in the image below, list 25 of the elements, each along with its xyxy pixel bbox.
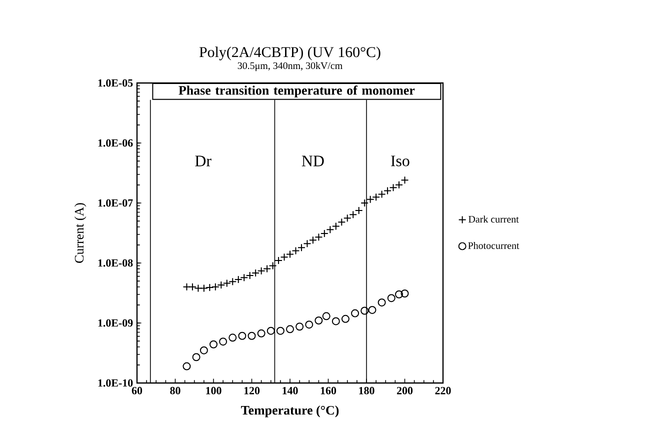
x-tick-label: 60 <box>132 386 142 394</box>
x-tick-label: 100 <box>206 386 222 394</box>
x-tick-label: 120 <box>244 386 260 394</box>
y-tick-label: 1.0E-10 <box>98 379 133 387</box>
y-tick-label: 1.0E-06 <box>98 139 133 147</box>
annotation: ND <box>302 156 324 166</box>
annotation: Phase transition temperature of monomer <box>178 85 415 98</box>
x-tick-label: 160 <box>320 386 336 394</box>
x-tick-label: 200 <box>396 386 413 394</box>
x-tick-label: 140 <box>282 386 298 394</box>
annotation: Iso <box>391 156 410 166</box>
y-tick-label: 1.0E-05 <box>98 79 133 87</box>
y-tick-label: 1.0E-07 <box>98 199 133 207</box>
chart-subtitle: 30.5μm, 340nm, 30kV/cm <box>238 62 342 72</box>
legend-label: Dark current <box>468 216 519 223</box>
y-tick-label: 1.0E-08 <box>98 259 133 267</box>
x-axis-title: Temperature (°C) <box>241 406 339 418</box>
annotation: Dr <box>195 156 212 166</box>
legend-label: Photocurrent <box>468 242 520 249</box>
x-tick-label: 80 <box>170 386 180 394</box>
chart-title: Poly(2A/4CBTP) (UV 160°C) <box>199 46 380 60</box>
x-tick-label: 180 <box>359 386 374 394</box>
x-tick-label: 220 <box>435 386 451 394</box>
y-axis-title: Current (A) <box>74 203 86 263</box>
y-tick-label: 1.0E-09 <box>98 319 133 327</box>
